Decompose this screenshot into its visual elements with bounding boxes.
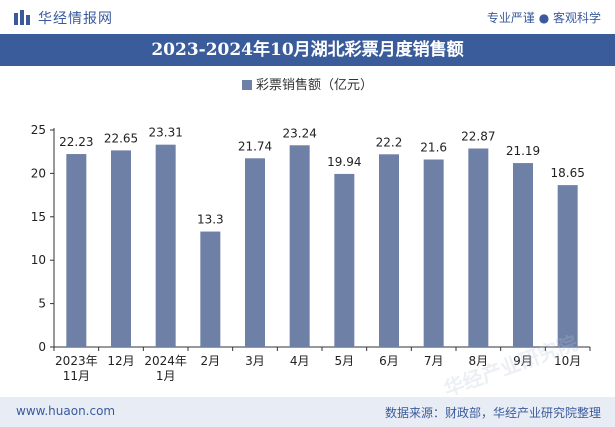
legend: 彩票销售额（亿元） [0, 74, 615, 93]
data-label: 23.31 [148, 126, 182, 140]
logo-text: 华经情报网 [38, 11, 113, 27]
logo-icon [14, 10, 30, 25]
x-tick-label: 10月 [554, 354, 581, 368]
bar [289, 145, 310, 347]
bar [245, 158, 265, 347]
bar [66, 154, 87, 347]
x-tick-label: 2023年 [55, 354, 98, 368]
x-tick-label: 1月 [156, 369, 176, 383]
legend-label: 彩票销售额（亿元） [255, 78, 373, 93]
x-tick-label: 3月 [245, 354, 265, 368]
title-bar: 2023-2024年10月湖北彩票月度销售额 [0, 34, 615, 66]
y-tick-label: 5 [38, 297, 46, 311]
y-tick-label: 25 [31, 123, 46, 137]
chart-title: 2023-2024年10月湖北彩票月度销售额 [151, 40, 464, 60]
bar [334, 173, 355, 347]
data-label: 13.3 [197, 213, 224, 227]
data-label: 19.94 [327, 155, 361, 169]
bar [379, 154, 399, 347]
x-tick-label: 2月 [201, 354, 221, 368]
x-tick-label: 5月 [335, 354, 355, 368]
x-tick-label: 12月 [107, 354, 134, 368]
bar [557, 185, 578, 347]
website-link[interactable]: www.huaon.com [16, 404, 116, 418]
x-tick-label: 11月 [63, 369, 90, 383]
data-label: 22.23 [59, 135, 93, 149]
x-tick-label: 4月 [290, 354, 310, 368]
bar [111, 150, 131, 347]
data-label: 21.6 [420, 141, 447, 155]
footer: www.huaon.com 数据来源：财政部，华经产业研究院整理 [0, 397, 615, 427]
y-tick-label: 20 [31, 166, 46, 180]
y-tick-label: 0 [38, 340, 46, 354]
bar [423, 159, 444, 347]
data-label: 21.19 [506, 144, 540, 158]
data-source: 数据来源：财政部，华经产业研究院整理 [384, 406, 601, 420]
data-label: 21.74 [238, 139, 272, 153]
y-tick-label: 10 [31, 253, 46, 267]
x-tick-label: 2024年 [144, 354, 187, 368]
data-label: 23.24 [282, 126, 316, 140]
bar [513, 163, 533, 347]
bar [200, 231, 221, 347]
data-label: 22.65 [104, 131, 138, 145]
data-label: 22.87 [461, 129, 495, 143]
y-tick-label: 15 [31, 210, 46, 224]
x-tick-label: 7月 [424, 354, 444, 368]
x-tick-label: 9月 [513, 354, 533, 368]
x-tick-label: 6月 [379, 354, 399, 368]
top-bar: 华经情报网 专业严谨 ● 客观科学 [0, 0, 615, 34]
data-label: 22.2 [376, 135, 403, 149]
legend-swatch [241, 80, 252, 90]
tagline: 专业严谨 ● 客观科学 [486, 11, 601, 25]
x-tick-label: 8月 [469, 354, 489, 368]
bar [155, 144, 176, 347]
data-label: 18.65 [550, 166, 584, 180]
bar [468, 148, 489, 347]
